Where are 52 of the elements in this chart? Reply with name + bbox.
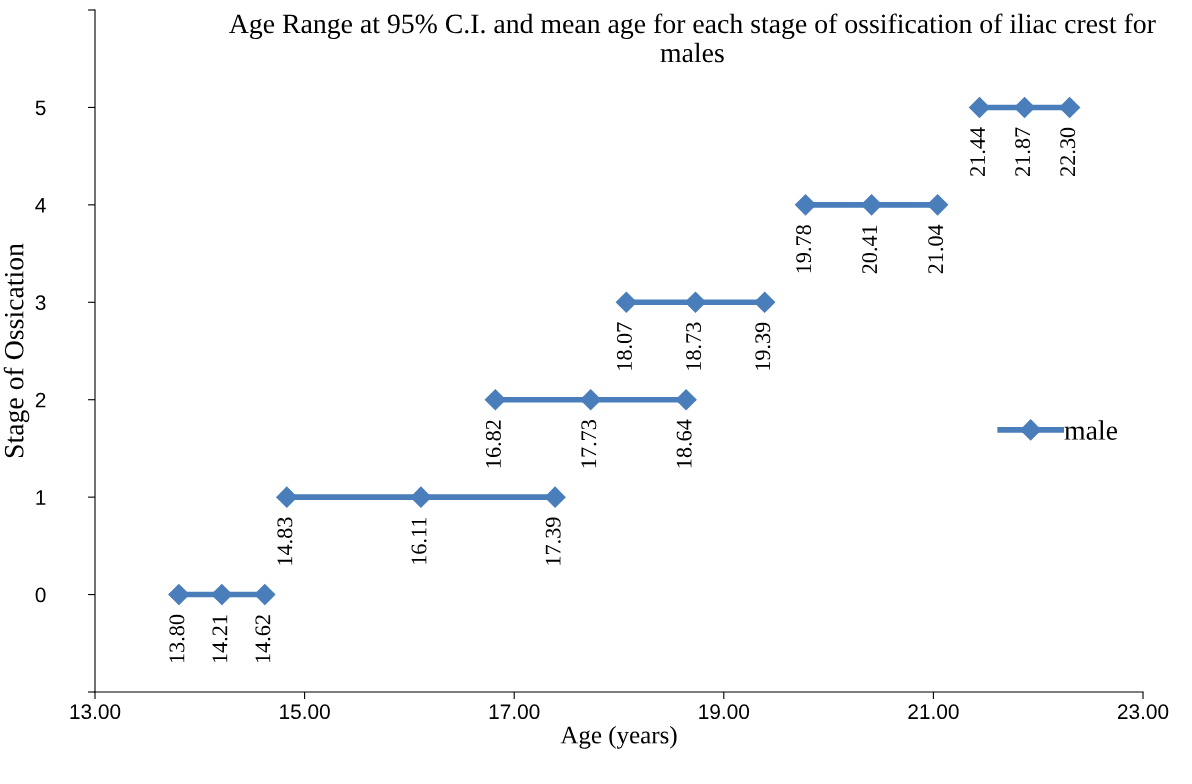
- text: Age Range at 95% C.I. and mean age for each stage of ossification of iliac crest for males: [229, 13, 1156, 63]
- point: [615, 291, 637, 313]
- annotation: 21.44: [970, 127, 986, 176]
- annotation: 16.82: [485, 420, 501, 468]
- annotation: 18.64: [676, 419, 692, 468]
- x-tick-label: 17.00: [489, 704, 540, 720]
- annotation: 22.30: [1060, 127, 1076, 176]
- annotation: 19.39: [755, 322, 771, 370]
- x-tick-label: 23.00: [1117, 704, 1169, 720]
- annotation: 13.80: [169, 614, 185, 663]
- point: [410, 486, 432, 508]
- annotation: 17.39: [545, 517, 561, 565]
- point: [168, 584, 190, 606]
- point: [1059, 96, 1081, 118]
- point: [684, 291, 707, 313]
- x-tick-label: 15.00: [280, 704, 330, 720]
- y-tick-label: 2: [35, 392, 46, 408]
- annotation: 14.21: [212, 615, 228, 663]
- point: [795, 194, 817, 216]
- y-tick-label: 4: [35, 198, 46, 213]
- point: [276, 486, 298, 508]
- point: [580, 389, 602, 411]
- annotation: 21.04: [928, 224, 944, 274]
- point: [254, 584, 276, 606]
- y-axis-title: Stage of Ossication: [3, 243, 30, 458]
- y-tick-label: 1: [36, 490, 46, 505]
- point: [1014, 96, 1036, 118]
- point: [544, 486, 566, 508]
- x-tick-label: 13.00: [70, 704, 121, 720]
- annotation: 20.41: [862, 225, 878, 274]
- y-tick-label: 3: [35, 295, 46, 311]
- point: [484, 389, 506, 411]
- y-tick-label: 5: [35, 100, 46, 116]
- annotation: 14.83: [277, 517, 293, 565]
- y-tick-label: 0: [35, 587, 46, 603]
- point: [675, 389, 697, 411]
- annotation: 18.07: [616, 322, 632, 370]
- x-axis-title: Age (years): [560, 726, 677, 749]
- point: [927, 194, 949, 216]
- point: [211, 584, 233, 606]
- annotation: 16.11: [411, 517, 427, 564]
- annotation: 14.62: [255, 615, 271, 663]
- annotation: 17.73: [581, 420, 597, 468]
- annotation: 19.78: [796, 225, 812, 273]
- annotation: 18.73: [686, 322, 702, 370]
- point: [754, 291, 776, 313]
- annotation: 21.87: [1015, 127, 1031, 176]
- point: [968, 96, 991, 118]
- point: [861, 194, 883, 216]
- x-tick-label: 21.00: [908, 704, 959, 720]
- legend-label: male: [1064, 420, 1118, 440]
- x-tick-label: 19.00: [699, 704, 750, 720]
